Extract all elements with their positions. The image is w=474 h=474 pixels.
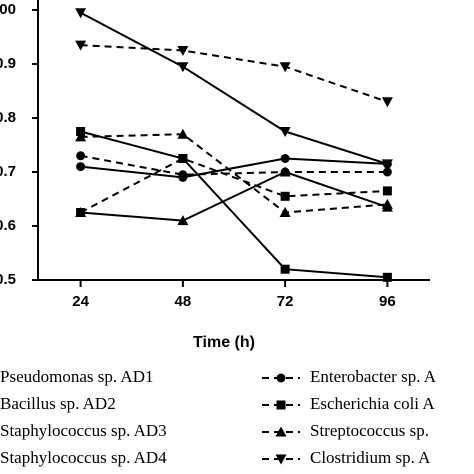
marker: [75, 8, 87, 19]
x-tick-label: 24: [72, 293, 89, 310]
y-tick-label: 0.9: [0, 55, 16, 72]
legend-label: Streptococcus sp.: [310, 421, 429, 440]
marker: [382, 186, 392, 196]
legend-marker: [276, 400, 286, 410]
legend-marker: [275, 426, 287, 437]
legend-label: Enterobacter sp. A: [310, 367, 437, 386]
marker: [279, 127, 291, 137]
marker: [381, 198, 393, 209]
series-line: [80, 133, 388, 214]
series-line: [80, 130, 388, 279]
y-tick-label: 0.8: [0, 109, 16, 126]
x-tick-label: 96: [379, 293, 396, 310]
series-line: [80, 154, 388, 176]
series-line: [80, 44, 388, 103]
marker: [280, 154, 290, 163]
series-line: [80, 157, 388, 214]
y-tick-label: 1.00: [0, 1, 16, 18]
marker: [279, 62, 291, 73]
marker: [279, 207, 291, 217]
marker: [76, 208, 86, 217]
marker: [177, 128, 189, 139]
legend-label: Bacillus sp. AD2: [0, 394, 116, 413]
marker: [382, 272, 392, 282]
marker: [382, 167, 392, 177]
marker: [280, 264, 290, 274]
legend-label: Pseudomonas sp. AD1: [0, 367, 153, 386]
marker: [381, 159, 393, 170]
legend-label: Clostridium sp. A: [310, 448, 431, 467]
marker: [177, 46, 189, 56]
marker: [76, 151, 86, 161]
x-tick-label: 72: [277, 293, 294, 310]
marker: [178, 170, 188, 180]
marker: [381, 97, 393, 108]
legend-marker: [275, 454, 287, 465]
marker: [280, 167, 290, 177]
legend-label: Staphylococcus sp. AD4: [0, 448, 167, 467]
y-tick-label: 0.6: [0, 217, 16, 234]
marker: [177, 62, 189, 73]
y-tick-label: 0.5: [0, 271, 16, 288]
legend-label: Escherichia coli A: [310, 394, 435, 413]
legend-label: Staphylococcus sp. AD3: [0, 421, 167, 440]
series-line: [80, 157, 388, 179]
legend-marker: [276, 373, 286, 383]
x-axis-label: Time (h): [193, 334, 255, 351]
marker: [177, 215, 189, 226]
marker: [76, 162, 86, 172]
series-line: [80, 170, 388, 222]
y-tick-label: 0.7: [0, 163, 16, 180]
series-line: [80, 11, 388, 165]
marker: [280, 191, 290, 201]
marker: [75, 131, 87, 142]
marker: [75, 40, 87, 51]
x-tick-label: 48: [175, 293, 192, 310]
marker: [178, 154, 188, 163]
